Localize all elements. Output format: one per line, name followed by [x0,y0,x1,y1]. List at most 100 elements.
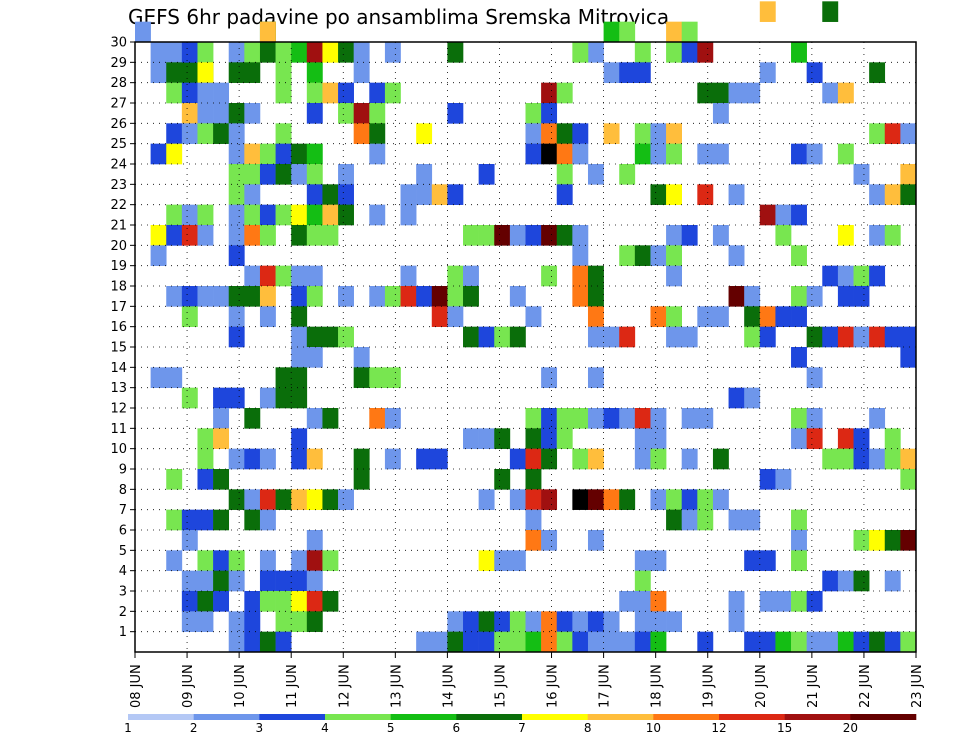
heatmap-cell [650,245,667,266]
heatmap-cell [197,469,214,490]
heatmap-cell [447,611,464,632]
heatmap-cell [837,448,854,470]
heatmap-cell [291,550,308,571]
heatmap-cell [306,143,323,165]
heatmap-cell [494,631,511,653]
heatmap-cell [197,225,214,246]
heatmap-cell [791,347,807,368]
heatmap-cell [338,286,354,307]
heatmap-cell [650,611,667,632]
heatmap-cell [213,509,230,531]
heatmap-cell [525,225,542,246]
y-tick-label: 24 [110,158,127,173]
heatmap-cell [572,286,589,307]
heatmap-cell [353,448,370,470]
x-tick-label: 20 JUN [754,664,769,708]
heatmap-cell [666,184,682,205]
colorbar-label: 4 [321,721,329,735]
heatmap-cell [244,286,261,307]
heatmap-cell [181,225,198,246]
heatmap-cell [275,367,292,388]
heatmap-cell [541,367,558,388]
heatmap-cell [541,103,558,124]
heatmap-cell [712,82,729,104]
heatmap-cell [338,204,354,226]
heatmap-cell [853,448,870,470]
heatmap-cell [822,265,839,287]
heatmap-cell [650,184,667,205]
heatmap-cell [384,82,401,104]
heatmap-cell [509,489,526,510]
heatmap-cell [291,489,308,510]
heatmap-cell [837,82,854,104]
heatmap-cell [509,448,526,470]
y-tick-label: 28 [110,76,127,91]
heatmap-cell [572,489,589,510]
heatmap-cell [775,631,792,653]
heatmap-cell [728,184,745,205]
heatmap-cell [572,42,589,63]
heatmap-cell [431,184,448,205]
heatmap-cell [869,448,886,470]
heatmap-cell [400,265,417,287]
x-tick-label: 09 JUN [181,664,196,708]
heatmap-cell [603,611,620,632]
heatmap-cell [634,42,651,63]
heatmap-cell [869,184,886,205]
heatmap-cell [228,286,245,307]
heatmap-cell [166,225,183,246]
heatmap-cell [728,591,745,612]
heatmap-cell [213,387,230,409]
heatmap-cell [369,286,386,307]
y-tick-label: 9 [119,463,127,478]
heatmap-cell [900,164,917,185]
heatmap-cell [900,123,917,144]
heatmap-cell [681,489,698,510]
heatmap-cell [791,245,807,266]
heatmap-cell [244,408,261,429]
heatmap-cell [619,62,636,83]
heatmap-cell [650,591,667,612]
heatmap-cell [884,123,901,144]
heatmap-cell [900,530,917,551]
heatmap-cell [353,469,370,490]
heatmap-cell [822,631,839,653]
heatmap-cell [259,225,276,246]
heatmap-cell [228,611,245,632]
heatmap-cell [306,164,323,185]
y-tick-label: 7 [119,503,127,518]
heatmap-cell [728,82,745,104]
heatmap-cell [697,82,714,104]
x-tick-label: 23 JUN [910,664,925,708]
heatmap-cell [587,42,604,63]
y-tick-label: 11 [110,422,127,437]
heatmap-cell [837,326,854,348]
heatmap-cell [275,611,292,632]
ensemble-cells [135,1,917,653]
heatmap-cell [900,631,917,653]
heatmap-cell [166,367,183,388]
heatmap-cell [228,550,245,571]
heatmap-cell [806,631,823,653]
y-tick-label: 18 [110,280,127,295]
heatmap-cell [275,143,292,165]
heatmap-cell [213,82,230,104]
y-tick-label: 27 [110,97,127,112]
heatmap-cell [291,428,308,449]
heatmap-cell [791,550,807,571]
heatmap-cell [884,570,901,592]
heatmap-cell [228,387,245,409]
heatmap-cell [541,265,558,287]
heatmap-cell [634,245,651,266]
heatmap-cell [463,631,479,653]
heatmap-cell [259,631,276,653]
heatmap-cell [197,103,214,124]
heatmap-cell [650,428,667,449]
heatmap-cell [291,306,308,327]
heatmap-cell [666,611,682,632]
heatmap-cell [541,489,558,510]
heatmap-cell [697,489,714,510]
heatmap-cell [666,123,682,144]
heatmap-cell [541,530,558,551]
heatmap-cell [525,489,542,510]
